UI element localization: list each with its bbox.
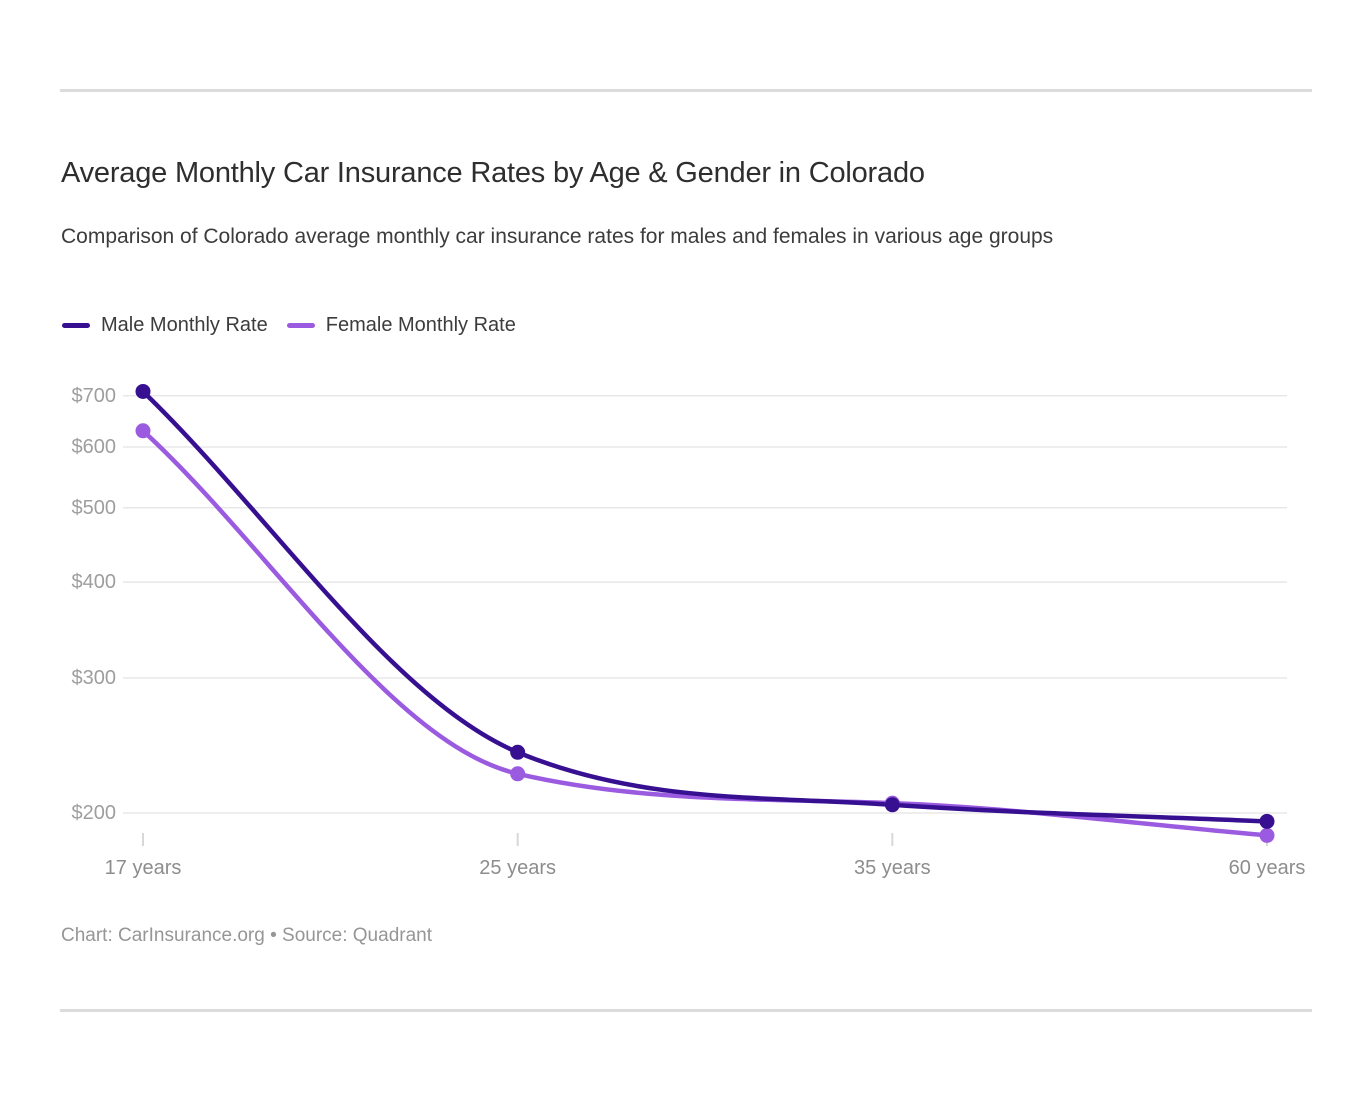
- data-point-male[interactable]: [510, 744, 526, 760]
- data-point-male[interactable]: [135, 383, 151, 399]
- female-line: [140, 428, 1270, 838]
- x-tick-label: 17 years: [104, 857, 182, 879]
- legend-item-male: Male Monthly Rate: [62, 314, 268, 337]
- y-tick-label: $600: [71, 436, 117, 459]
- female-line-swatch-icon: [286, 323, 315, 328]
- x-tick-label: 25 years: [479, 857, 557, 879]
- y-tick-label: $500: [71, 496, 117, 519]
- chart-title: Average Monthly Car Insurance Rates by A…: [61, 157, 925, 189]
- male-line-swatch-icon: [62, 323, 90, 328]
- y-tick-label: $400: [71, 571, 117, 594]
- chart-subtitle: Comparison of Colorado average monthly c…: [61, 225, 1054, 248]
- legend-item-female: Female Monthly Rate: [286, 314, 516, 337]
- y-tick-label: $300: [71, 666, 117, 689]
- y-tick-label: $200: [71, 802, 117, 824]
- data-point-female[interactable]: [1259, 827, 1275, 843]
- x-tick-label: 35 years: [853, 857, 931, 879]
- x-tick-label: 60 years: [1228, 857, 1306, 879]
- data-point-female[interactable]: [510, 766, 526, 782]
- data-point-male[interactable]: [884, 797, 900, 813]
- y-tick-label: $700: [71, 384, 117, 407]
- data-point-female[interactable]: [884, 795, 900, 811]
- data-point-female[interactable]: [135, 423, 151, 439]
- top-divider: [60, 89, 1312, 92]
- legend: Male Monthly Rate Female Monthly Rate: [62, 314, 516, 337]
- bottom-divider: [60, 1009, 1312, 1012]
- data-point-male[interactable]: [1259, 813, 1275, 829]
- chart-footer: Chart: CarInsurance.org • Source: Quadra…: [61, 925, 433, 946]
- male-line: [140, 389, 1270, 824]
- legend-label-male: Male Monthly Rate: [101, 314, 268, 336]
- legend-label-female: Female Monthly Rate: [325, 314, 516, 336]
